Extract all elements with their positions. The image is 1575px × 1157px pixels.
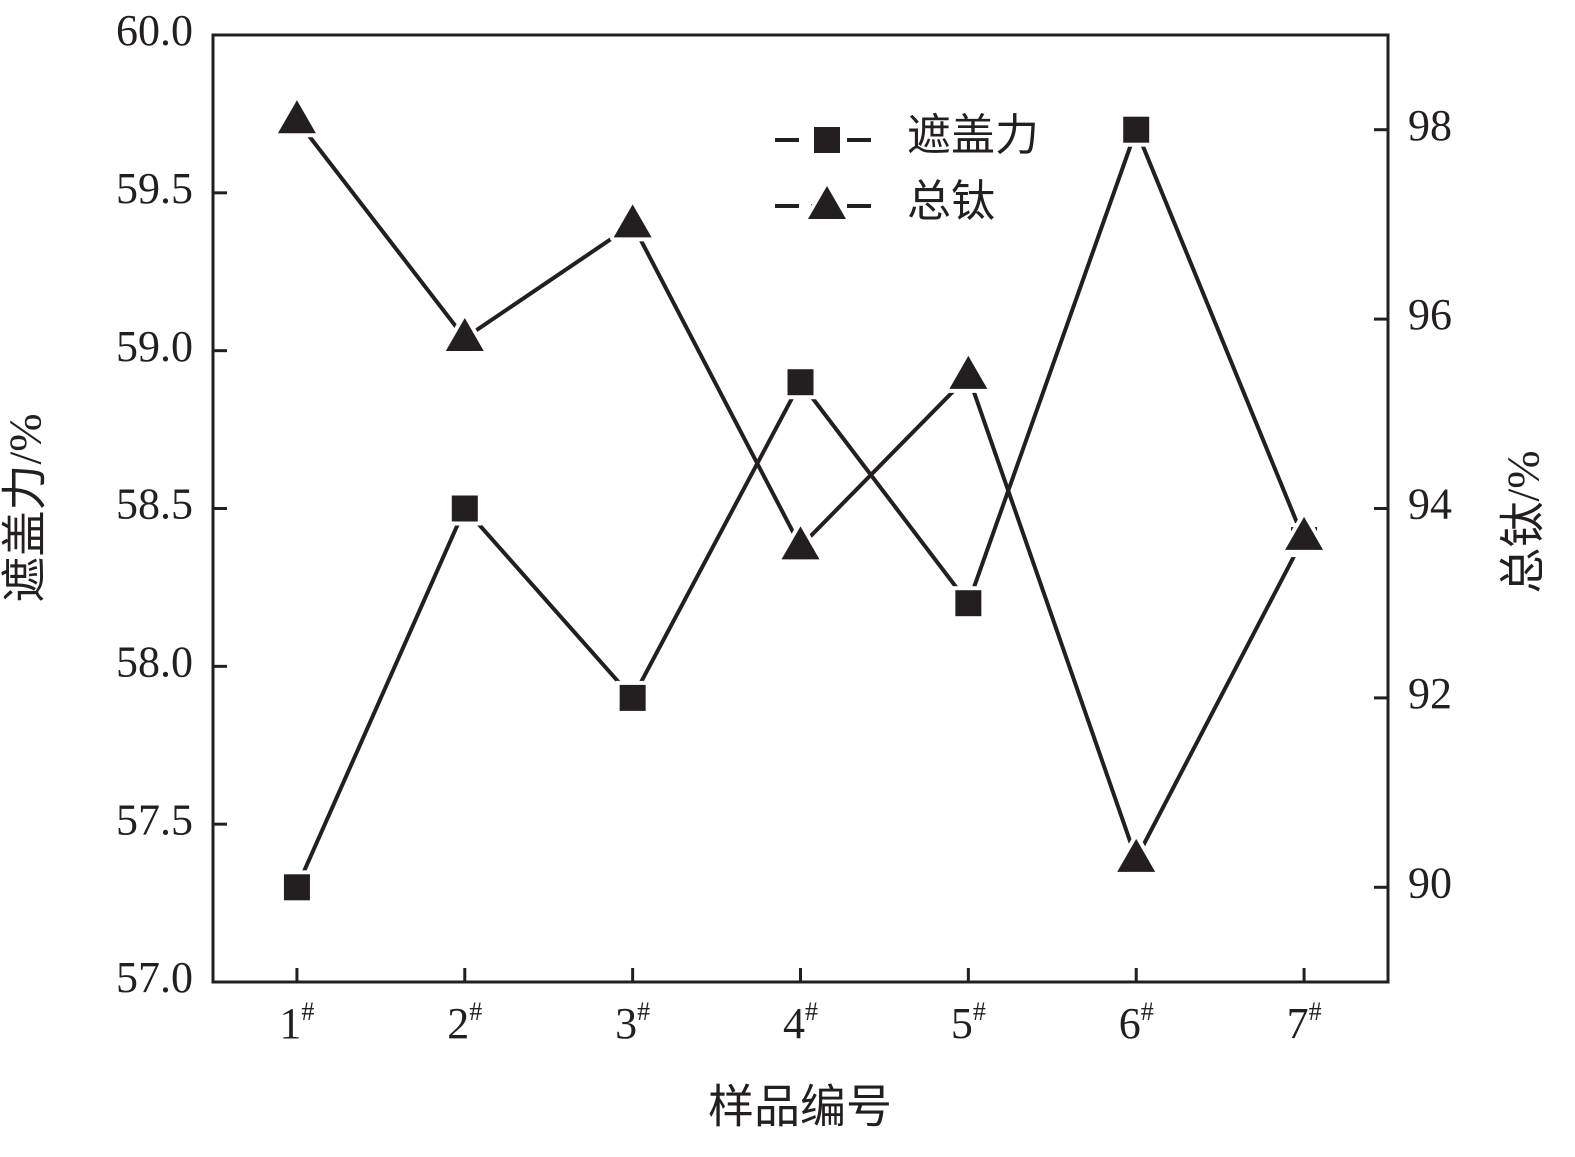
data-point <box>1281 512 1328 554</box>
x-tick-label: 6# <box>1119 997 1154 1048</box>
data-point <box>777 522 824 564</box>
y-tick-label: 60.0 <box>116 6 193 55</box>
y-tick-label: 58.5 <box>116 480 193 529</box>
y-tick-label: 59.5 <box>116 164 193 213</box>
y-tick-label: 57.5 <box>116 795 193 844</box>
legend-label: 总钛 <box>907 177 995 226</box>
y-tick-label: 58.0 <box>116 637 193 686</box>
x-tick-label: 2# <box>447 997 482 1048</box>
data-point <box>1119 112 1154 147</box>
data-point <box>783 365 818 400</box>
y2-tick-label: 92 <box>1408 669 1452 718</box>
y2-axis-label: 总钛/% <box>1498 450 1549 593</box>
y2-tick-label: 96 <box>1408 290 1452 339</box>
data-point <box>945 351 992 393</box>
data-point <box>615 680 650 715</box>
data-point <box>279 870 314 905</box>
y-tick-label: 59.0 <box>116 322 193 371</box>
series-line <box>295 119 1306 864</box>
y2-tick-label: 94 <box>1408 480 1452 529</box>
y-axis-label: 遮盖力/% <box>0 413 51 602</box>
data-point <box>1113 834 1160 876</box>
legend-marker <box>810 123 844 157</box>
x-tick-label: 4# <box>783 997 818 1048</box>
legend-marker <box>804 182 850 223</box>
y2-tick-label: 90 <box>1408 858 1452 907</box>
x-tick-label: 7# <box>1287 997 1322 1048</box>
x-tick-label: 3# <box>615 997 650 1048</box>
legend-label: 遮盖力 <box>907 111 1039 160</box>
data-point <box>447 491 482 526</box>
data-point <box>273 96 320 138</box>
data-point <box>609 200 656 242</box>
x-tick-label: 5# <box>951 997 986 1048</box>
y2-tick-label: 98 <box>1408 101 1452 150</box>
x-tick-label: 1# <box>279 997 314 1048</box>
data-point <box>951 586 986 621</box>
plot-frame <box>211 33 1390 984</box>
x-axis-label: 样品编号 <box>708 1082 892 1133</box>
y-tick-label: 57.0 <box>116 953 193 1002</box>
data-point <box>441 314 488 356</box>
